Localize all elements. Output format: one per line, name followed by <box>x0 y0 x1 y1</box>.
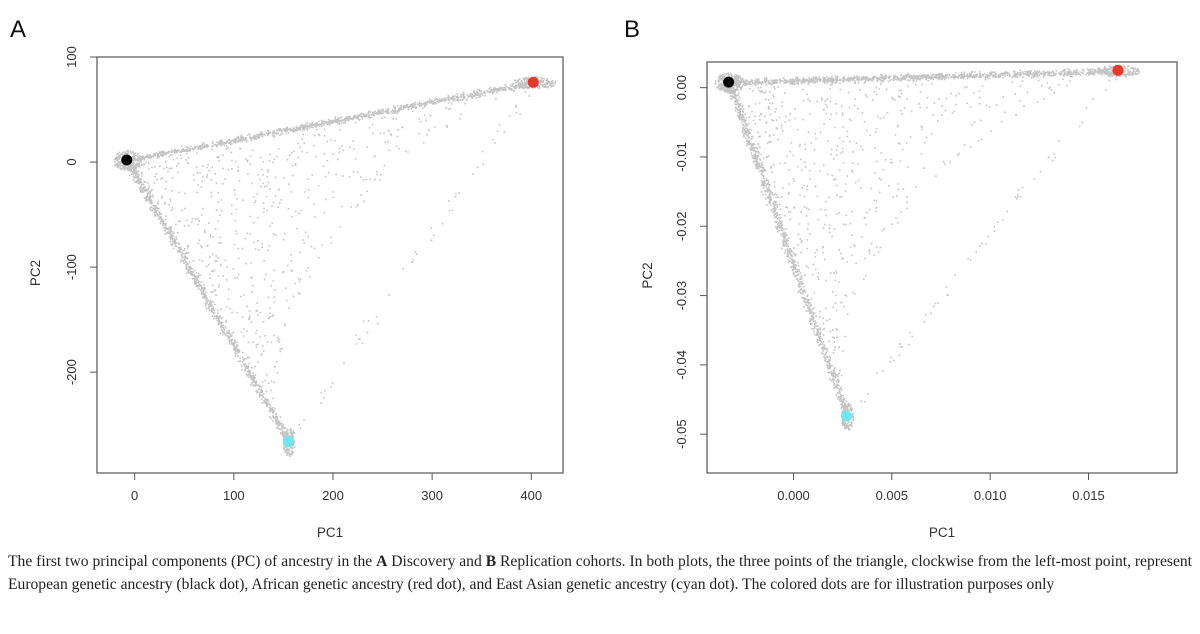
plot-frame-a <box>96 56 564 474</box>
cloud-points-a <box>113 76 557 457</box>
y-tick-label-b: 0.00 <box>674 75 689 100</box>
y-tick-label-a: -200 <box>64 359 79 385</box>
plot-frame-b <box>706 61 1178 474</box>
y-tick-label-b: -0.02 <box>674 211 689 241</box>
y-tick-label-a: 0 <box>64 158 79 165</box>
european-ancestry-point-b <box>723 76 735 88</box>
cloud-points-b <box>714 64 1140 431</box>
panel-b-chart: 0.000 0.005 0.010 0.015 0.00 -0.01 -0.02 -0.03 -… <box>640 61 1178 540</box>
african-ancestry-point-a <box>527 76 539 88</box>
x-tick-label-a: 0 <box>131 488 138 503</box>
caption-bold-b: B <box>485 553 497 570</box>
y-tick-label-b: -0.01 <box>674 142 689 172</box>
european-ancestry-point-a <box>121 154 133 166</box>
x-tick-label-a: 200 <box>322 488 344 503</box>
african-ancestry-point-b <box>1112 64 1124 76</box>
y-tick-label-b: -0.04 <box>674 350 689 380</box>
y-axis-title-a: PC2 <box>28 260 43 286</box>
caption-text-1: The first two principal components (PC) … <box>8 553 377 570</box>
x-tick-label-a: 100 <box>223 488 245 503</box>
y-tick-label-a: -100 <box>64 254 79 280</box>
caption-text-2: Discovery and <box>387 553 486 570</box>
y-axis-title-b: PC2 <box>640 262 655 288</box>
background-point-cloud-a <box>113 76 557 457</box>
x-tick-label-b: 0.010 <box>974 488 1007 503</box>
caption-text-3: Replication cohorts. In both plots, the … <box>8 553 1193 593</box>
east-asian-ancestry-point-a <box>282 435 294 447</box>
east-asian-ancestry-point-b <box>841 410 853 422</box>
x-tick-label-b: 0.015 <box>1072 488 1105 503</box>
figure-caption: The first two principal components (PC) … <box>8 551 1194 596</box>
figure: A B 0 100 200 300 400 100 0 -100 -200 PC1 PC2 0.00… <box>10 16 1178 540</box>
y-tick-label-b: -0.05 <box>674 419 689 449</box>
panel-a-label: A <box>10 16 26 43</box>
y-tick-label-a: 100 <box>64 46 79 68</box>
background-point-cloud-b <box>714 64 1140 431</box>
x-tick-label-b: 0.005 <box>876 488 909 503</box>
x-tick-label-a: 400 <box>520 488 542 503</box>
panel-a-chart: 0 100 200 300 400 100 0 -100 -200 PC1 PC2 <box>28 46 564 540</box>
x-tick-label-a: 300 <box>421 488 443 503</box>
x-axis-title-a: PC1 <box>317 525 343 540</box>
y-tick-label-b: -0.03 <box>674 281 689 311</box>
panel-b-label: B <box>624 16 640 43</box>
x-axis-title-b: PC1 <box>929 525 955 540</box>
x-tick-label-b: 0.000 <box>777 488 810 503</box>
caption-bold-a: A <box>376 553 388 570</box>
